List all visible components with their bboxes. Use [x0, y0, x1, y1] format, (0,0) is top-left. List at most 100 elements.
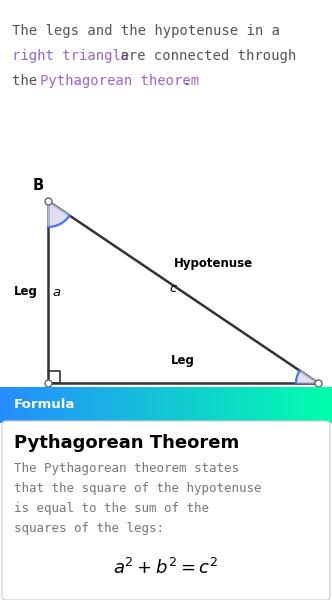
- Bar: [311, 387, 312, 423]
- Bar: [237, 387, 238, 423]
- Bar: [226, 387, 227, 423]
- Bar: [306, 387, 308, 423]
- Bar: [109, 387, 110, 423]
- Bar: [182, 387, 183, 423]
- Bar: [165, 387, 166, 423]
- Bar: [211, 387, 212, 423]
- Bar: [216, 387, 217, 423]
- Bar: [72, 387, 73, 423]
- Bar: [22, 387, 23, 423]
- Bar: [225, 387, 226, 423]
- Bar: [46, 387, 47, 423]
- Bar: [26, 387, 27, 423]
- Bar: [304, 387, 305, 423]
- Bar: [280, 387, 281, 423]
- Bar: [101, 387, 102, 423]
- Bar: [107, 387, 109, 423]
- Bar: [123, 387, 124, 423]
- Bar: [325, 387, 326, 423]
- Bar: [133, 387, 134, 423]
- Bar: [198, 387, 199, 423]
- Bar: [192, 387, 193, 423]
- Text: .: .: [183, 74, 191, 88]
- Bar: [278, 387, 279, 423]
- Text: $a^2 + b^2 = c^2$: $a^2 + b^2 = c^2$: [113, 558, 219, 578]
- Bar: [64, 387, 65, 423]
- Bar: [158, 387, 159, 423]
- Bar: [267, 387, 268, 423]
- Bar: [312, 387, 313, 423]
- Bar: [249, 387, 250, 423]
- Bar: [228, 387, 229, 423]
- Bar: [292, 387, 293, 423]
- Bar: [308, 387, 309, 423]
- Bar: [3, 387, 4, 423]
- Bar: [199, 387, 200, 423]
- Bar: [223, 387, 225, 423]
- Bar: [69, 387, 70, 423]
- Bar: [28, 387, 29, 423]
- Bar: [29, 387, 30, 423]
- Bar: [329, 387, 330, 423]
- Bar: [112, 387, 113, 423]
- Bar: [235, 387, 236, 423]
- Bar: [209, 387, 210, 423]
- Bar: [328, 387, 329, 423]
- Bar: [138, 387, 139, 423]
- Bar: [258, 387, 259, 423]
- Bar: [45, 387, 46, 423]
- Bar: [305, 387, 306, 423]
- Bar: [31, 387, 32, 423]
- Bar: [149, 387, 150, 423]
- Bar: [16, 387, 17, 423]
- Bar: [261, 387, 262, 423]
- Bar: [189, 387, 190, 423]
- Bar: [82, 387, 83, 423]
- Bar: [57, 387, 59, 423]
- Bar: [202, 387, 203, 423]
- Bar: [282, 387, 283, 423]
- Text: Leg: Leg: [14, 286, 38, 298]
- Bar: [119, 387, 120, 423]
- Bar: [283, 387, 285, 423]
- Bar: [6, 387, 7, 423]
- Bar: [322, 387, 323, 423]
- Bar: [8, 387, 9, 423]
- Bar: [130, 387, 132, 423]
- Bar: [19, 387, 20, 423]
- Bar: [80, 387, 81, 423]
- Bar: [27, 387, 28, 423]
- Text: b: b: [179, 387, 187, 400]
- Bar: [323, 387, 324, 423]
- Bar: [40, 387, 41, 423]
- Bar: [281, 387, 282, 423]
- Bar: [272, 387, 273, 423]
- Bar: [32, 387, 33, 423]
- Bar: [96, 387, 97, 423]
- Bar: [86, 387, 87, 423]
- FancyBboxPatch shape: [2, 421, 330, 600]
- Bar: [285, 387, 286, 423]
- Text: C: C: [27, 387, 38, 402]
- Text: c: c: [169, 281, 177, 295]
- Bar: [302, 387, 303, 423]
- Bar: [162, 387, 163, 423]
- Bar: [61, 387, 62, 423]
- Bar: [268, 387, 269, 423]
- Bar: [296, 387, 298, 423]
- Bar: [243, 387, 245, 423]
- Bar: [212, 387, 213, 423]
- Bar: [210, 387, 211, 423]
- Bar: [134, 387, 135, 423]
- Bar: [44, 387, 45, 423]
- Bar: [53, 387, 54, 423]
- Bar: [67, 387, 69, 423]
- Bar: [103, 387, 104, 423]
- Bar: [205, 387, 206, 423]
- Bar: [136, 387, 137, 423]
- Bar: [143, 387, 144, 423]
- Bar: [250, 387, 251, 423]
- Bar: [139, 387, 140, 423]
- Bar: [156, 387, 157, 423]
- Bar: [13, 387, 14, 423]
